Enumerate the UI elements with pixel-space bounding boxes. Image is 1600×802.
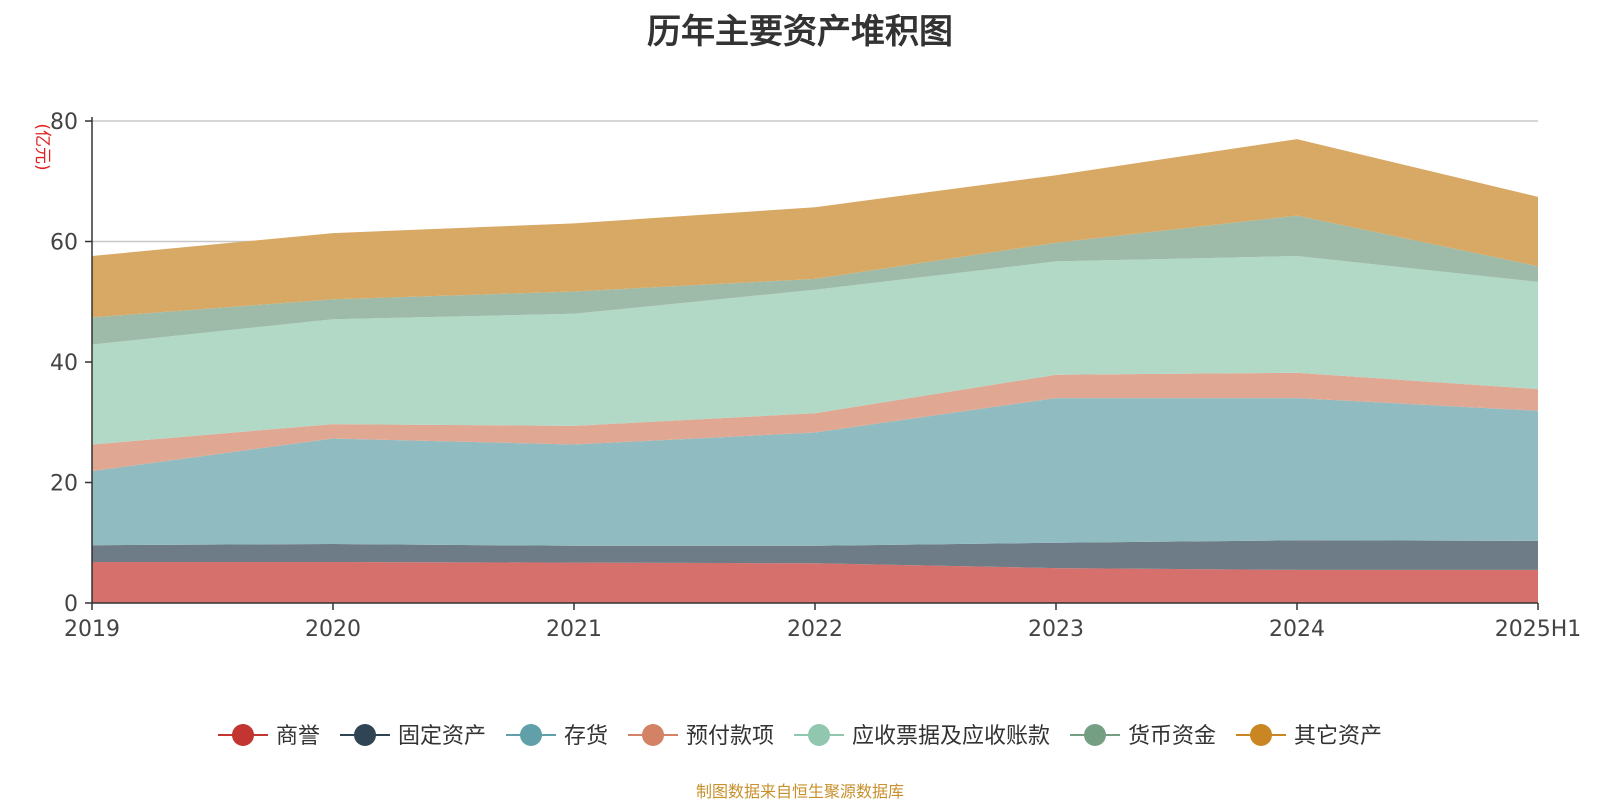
legend-label-6: 其它资产 [1294,724,1382,749]
legend-label-0: 商誉 [276,724,320,749]
legend: 商誉 固定资产 存货 预付款项 应收票据及应收账款 货币资金 其它资产 [218,724,1382,749]
legend-item-3[interactable]: 预付款项 [628,724,774,749]
area-series-4 [92,256,1538,445]
legend-item-5[interactable]: 货币资金 [1070,724,1216,749]
area-series-5 [92,215,1538,345]
legend-marker-3 [642,724,664,746]
legend-marker-1 [354,724,376,746]
legend-label-3: 预付款项 [686,724,774,749]
area-series-3 [92,372,1538,472]
legend-marker-6 [1250,724,1272,746]
area-series-1 [92,540,1538,570]
x-tick-label-6: 2025H1 [1495,617,1582,642]
legend-marker-4 [808,724,830,746]
legend-item-0[interactable]: 商誉 [218,724,320,749]
y-tick-label-1: 20 [50,472,78,497]
axes: 0 20 40 60 80 2019 2020 2021 2022 2023 2024 2025H1 [50,110,1581,642]
y-axis-unit-label: (亿元) [32,123,52,170]
x-tick-label-5: 2024 [1269,617,1325,642]
y-tick-label-3: 60 [50,231,78,256]
x-tick-label-0: 2019 [64,617,120,642]
y-tick-label-0: 0 [64,592,78,617]
legend-label-5: 货币资金 [1128,724,1216,749]
legend-label-2: 存货 [564,724,608,749]
area-series-6 [92,139,1538,318]
x-tick-label-3: 2022 [787,617,843,642]
x-tick-label-2: 2021 [546,617,602,642]
legend-item-2[interactable]: 存货 [506,724,608,749]
area-series-group [92,139,1538,603]
chart-title: 历年主要资产堆积图 [647,12,953,52]
legend-item-4[interactable]: 应收票据及应收账款 [794,724,1050,749]
legend-item-1[interactable]: 固定资产 [340,724,486,749]
data-source-note: 制图数据来自恒生聚源数据库 [695,782,904,801]
legend-label-4: 应收票据及应收账款 [852,724,1050,749]
legend-marker-5 [1084,724,1106,746]
area-series-2 [92,398,1538,546]
area-series-0 [92,562,1538,603]
y-tick-label-4: 80 [50,110,78,135]
x-tick-label-4: 2023 [1028,617,1084,642]
x-tick-label-1: 2020 [305,617,361,642]
legend-marker-0 [232,724,254,746]
legend-label-1: 固定资产 [398,724,486,749]
y-tick-label-2: 40 [50,351,78,376]
legend-marker-2 [520,724,542,746]
legend-item-6[interactable]: 其它资产 [1236,724,1382,749]
